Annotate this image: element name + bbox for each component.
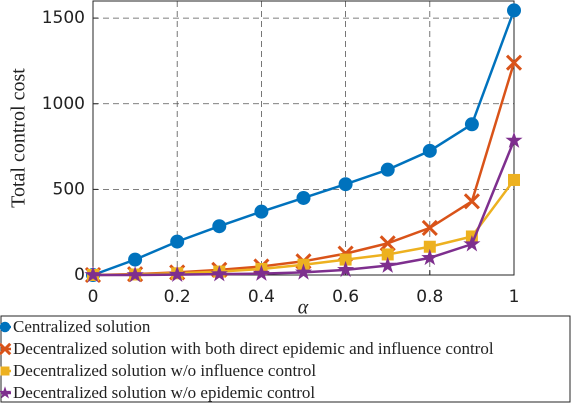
plot-area <box>84 3 523 284</box>
legend-marker <box>0 342 12 356</box>
series-line <box>92 9 516 277</box>
marker <box>380 162 395 177</box>
marker <box>505 131 523 148</box>
marker <box>421 248 439 266</box>
legend-marker <box>0 321 11 333</box>
y-tick-label: 1500 <box>42 8 85 28</box>
x-tick-label: 0.6 <box>332 287 359 307</box>
x-tick-label: 0.8 <box>416 287 443 307</box>
marker <box>126 266 144 283</box>
marker <box>379 256 397 273</box>
marker <box>212 219 227 234</box>
marker <box>422 143 437 158</box>
marker <box>296 190 311 205</box>
x-tick-label: 1 <box>509 287 520 307</box>
legend-items: Centralized solution Decentralized soluti… <box>0 317 494 402</box>
legend-label: Decentralized solution w/o epidemic cont… <box>13 383 315 402</box>
marker <box>505 54 523 71</box>
legend-marker <box>0 386 12 399</box>
y-tick-label: 500 <box>53 179 85 199</box>
marker <box>294 263 313 280</box>
legend-label: Centralized solution <box>13 317 151 336</box>
marker <box>464 117 479 132</box>
marker <box>254 204 269 219</box>
marker <box>508 173 520 186</box>
marker <box>507 3 521 18</box>
x-tick-label: 0 <box>88 287 99 307</box>
marker <box>337 260 355 278</box>
marker <box>379 235 396 252</box>
marker <box>170 234 185 249</box>
series-line <box>93 140 516 277</box>
marker <box>423 240 436 253</box>
x-tick-label: 0.2 <box>164 287 191 307</box>
marker <box>381 248 394 261</box>
marker <box>339 253 352 266</box>
series-line <box>92 62 516 277</box>
marker <box>84 266 102 283</box>
marker <box>210 265 228 282</box>
marker <box>463 235 481 252</box>
legend-label: Decentralized solution with both direct … <box>13 339 494 358</box>
marker <box>252 264 270 281</box>
marker <box>338 177 353 192</box>
legend <box>0 315 571 403</box>
legend-marker <box>0 366 10 376</box>
marker <box>168 265 186 282</box>
y-axis-label: Total control cost <box>8 68 30 208</box>
y-tick-label: 1000 <box>42 94 85 114</box>
marker <box>463 193 480 210</box>
x-tick-label: 0.4 <box>248 287 275 307</box>
marker <box>128 252 143 267</box>
marker <box>421 219 438 236</box>
x-axis-label: α <box>298 297 309 319</box>
y-tick-label: 0 <box>74 265 85 285</box>
legend-label: Decentralized solution w/o influence con… <box>13 361 316 380</box>
